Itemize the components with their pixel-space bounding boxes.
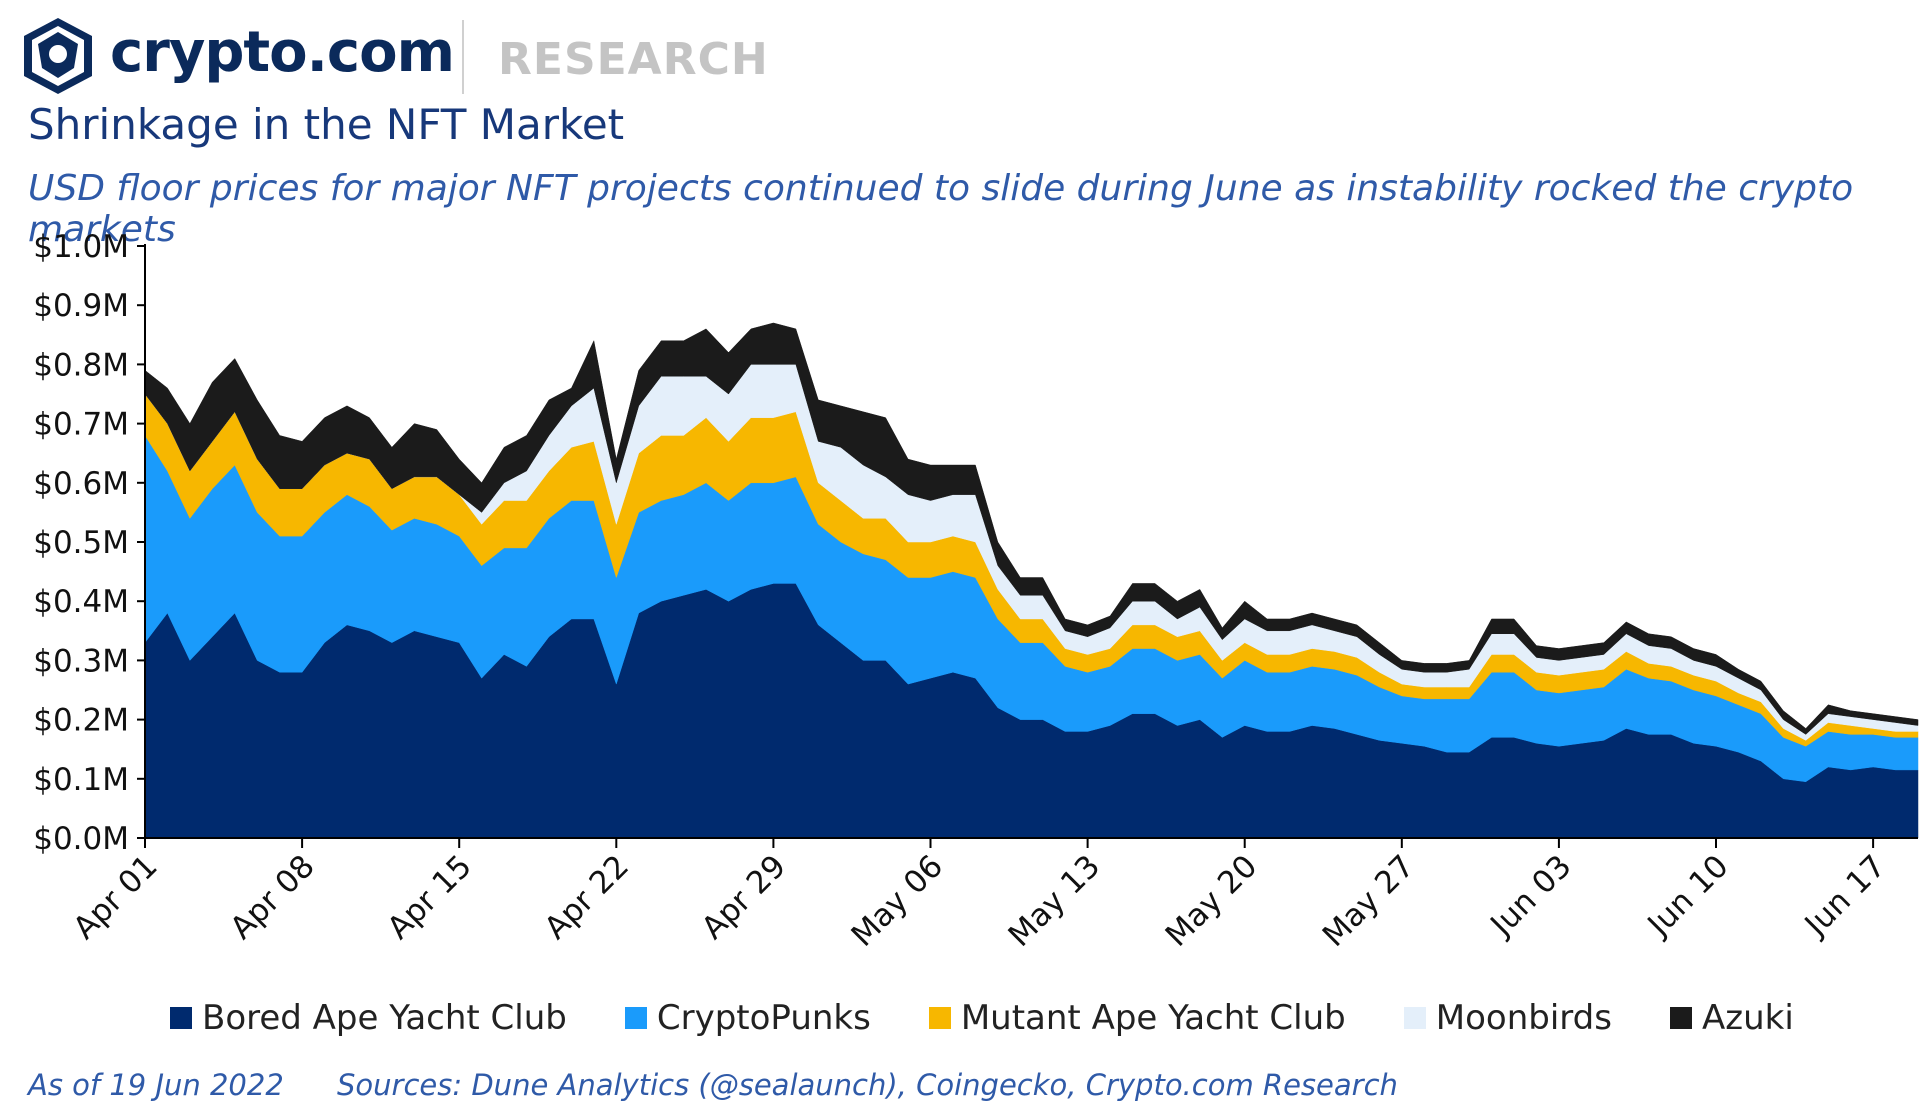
y-tick-label: $0.7M bbox=[33, 407, 129, 443]
legend-label-moonbirds: Moonbirds bbox=[1435, 998, 1612, 1038]
legend-swatch-punks bbox=[624, 1007, 647, 1029]
x-tick-label: Apr 01 bbox=[66, 848, 164, 946]
y-tick-label: $0.9M bbox=[33, 288, 129, 324]
y-tick-label: $0.0M bbox=[33, 821, 129, 857]
x-tick-label: Apr 08 bbox=[224, 848, 322, 946]
chart-subtitle: USD floor prices for major NFT projects … bbox=[28, 168, 1854, 250]
section-label: RESEARCH bbox=[498, 34, 769, 85]
sources-note: Sources: Dune Analytics (@sealaunch), Co… bbox=[337, 1068, 1398, 1102]
legend-label-punks: CryptoPunks bbox=[656, 998, 871, 1038]
y-tick-label: $0.6M bbox=[33, 466, 129, 502]
chart-legend: Bored Ape Yacht Club CryptoPunks Mutant … bbox=[170, 995, 1852, 1041]
legend-label-azuki: Azuki bbox=[1701, 998, 1794, 1038]
stacked-area-chart: $0.0M $0.1M $0.2M $0.3M $0.4M $0.5M $0.6M $0.7M… bbox=[33, 229, 1919, 954]
legend-swatch-azuki bbox=[1669, 1007, 1692, 1029]
y-tick-label: $0.2M bbox=[33, 703, 129, 739]
legend-item-punks: CryptoPunks bbox=[624, 998, 871, 1038]
y-tick-label: $0.5M bbox=[33, 525, 129, 561]
logo-text: crypto.com bbox=[110, 20, 455, 85]
x-tick-label: Apr 29 bbox=[695, 848, 793, 946]
x-tick-label: Jun 10 bbox=[1640, 848, 1736, 944]
x-tick-label: May 20 bbox=[1159, 848, 1265, 954]
y-tick-label: $0.4M bbox=[33, 584, 129, 620]
header-divider bbox=[462, 20, 464, 94]
as-of-date: As of 19 Jun 2022 bbox=[28, 1068, 284, 1102]
crypto-com-lion-shield-icon bbox=[24, 18, 92, 94]
header: crypto.com RESEARCH bbox=[22, 14, 1902, 94]
y-tick-label: $0.3M bbox=[33, 643, 129, 679]
legend-item-moonbirds: Moonbirds bbox=[1403, 998, 1612, 1038]
x-tick-label: Apr 15 bbox=[381, 848, 479, 946]
y-tick-label: $0.1M bbox=[33, 762, 129, 798]
x-tick-label: May 13 bbox=[1002, 848, 1108, 954]
legend-swatch-mayc bbox=[928, 1007, 951, 1029]
legend-item-mayc: Mutant Ape Yacht Club bbox=[928, 998, 1346, 1038]
legend-swatch-bayc bbox=[170, 1007, 192, 1029]
x-tick-label: May 27 bbox=[1316, 848, 1422, 954]
area-series-4 bbox=[144, 322, 1919, 735]
legend-swatch-moonbirds bbox=[1403, 1007, 1426, 1029]
y-tick-label: $1.0M bbox=[33, 229, 129, 265]
chart-title: Shrinkage in the NFT Market bbox=[28, 100, 625, 149]
legend-item-bayc: Bored Ape Yacht Club bbox=[170, 998, 567, 1038]
x-tick-label: Jun 03 bbox=[1483, 848, 1579, 944]
y-tick-label: $0.8M bbox=[33, 347, 129, 383]
x-tick-label: May 06 bbox=[845, 848, 951, 954]
x-tick-label: Apr 22 bbox=[538, 848, 636, 946]
legend-label-bayc: Bored Ape Yacht Club bbox=[202, 998, 567, 1038]
legend-label-mayc: Mutant Ape Yacht Club bbox=[960, 998, 1346, 1038]
footer: As of 19 Jun 2022 Sources: Dune Analytic… bbox=[28, 1068, 1442, 1102]
legend-item-azuki: Azuki bbox=[1669, 998, 1794, 1038]
x-tick-label: Jun 17 bbox=[1797, 848, 1893, 944]
